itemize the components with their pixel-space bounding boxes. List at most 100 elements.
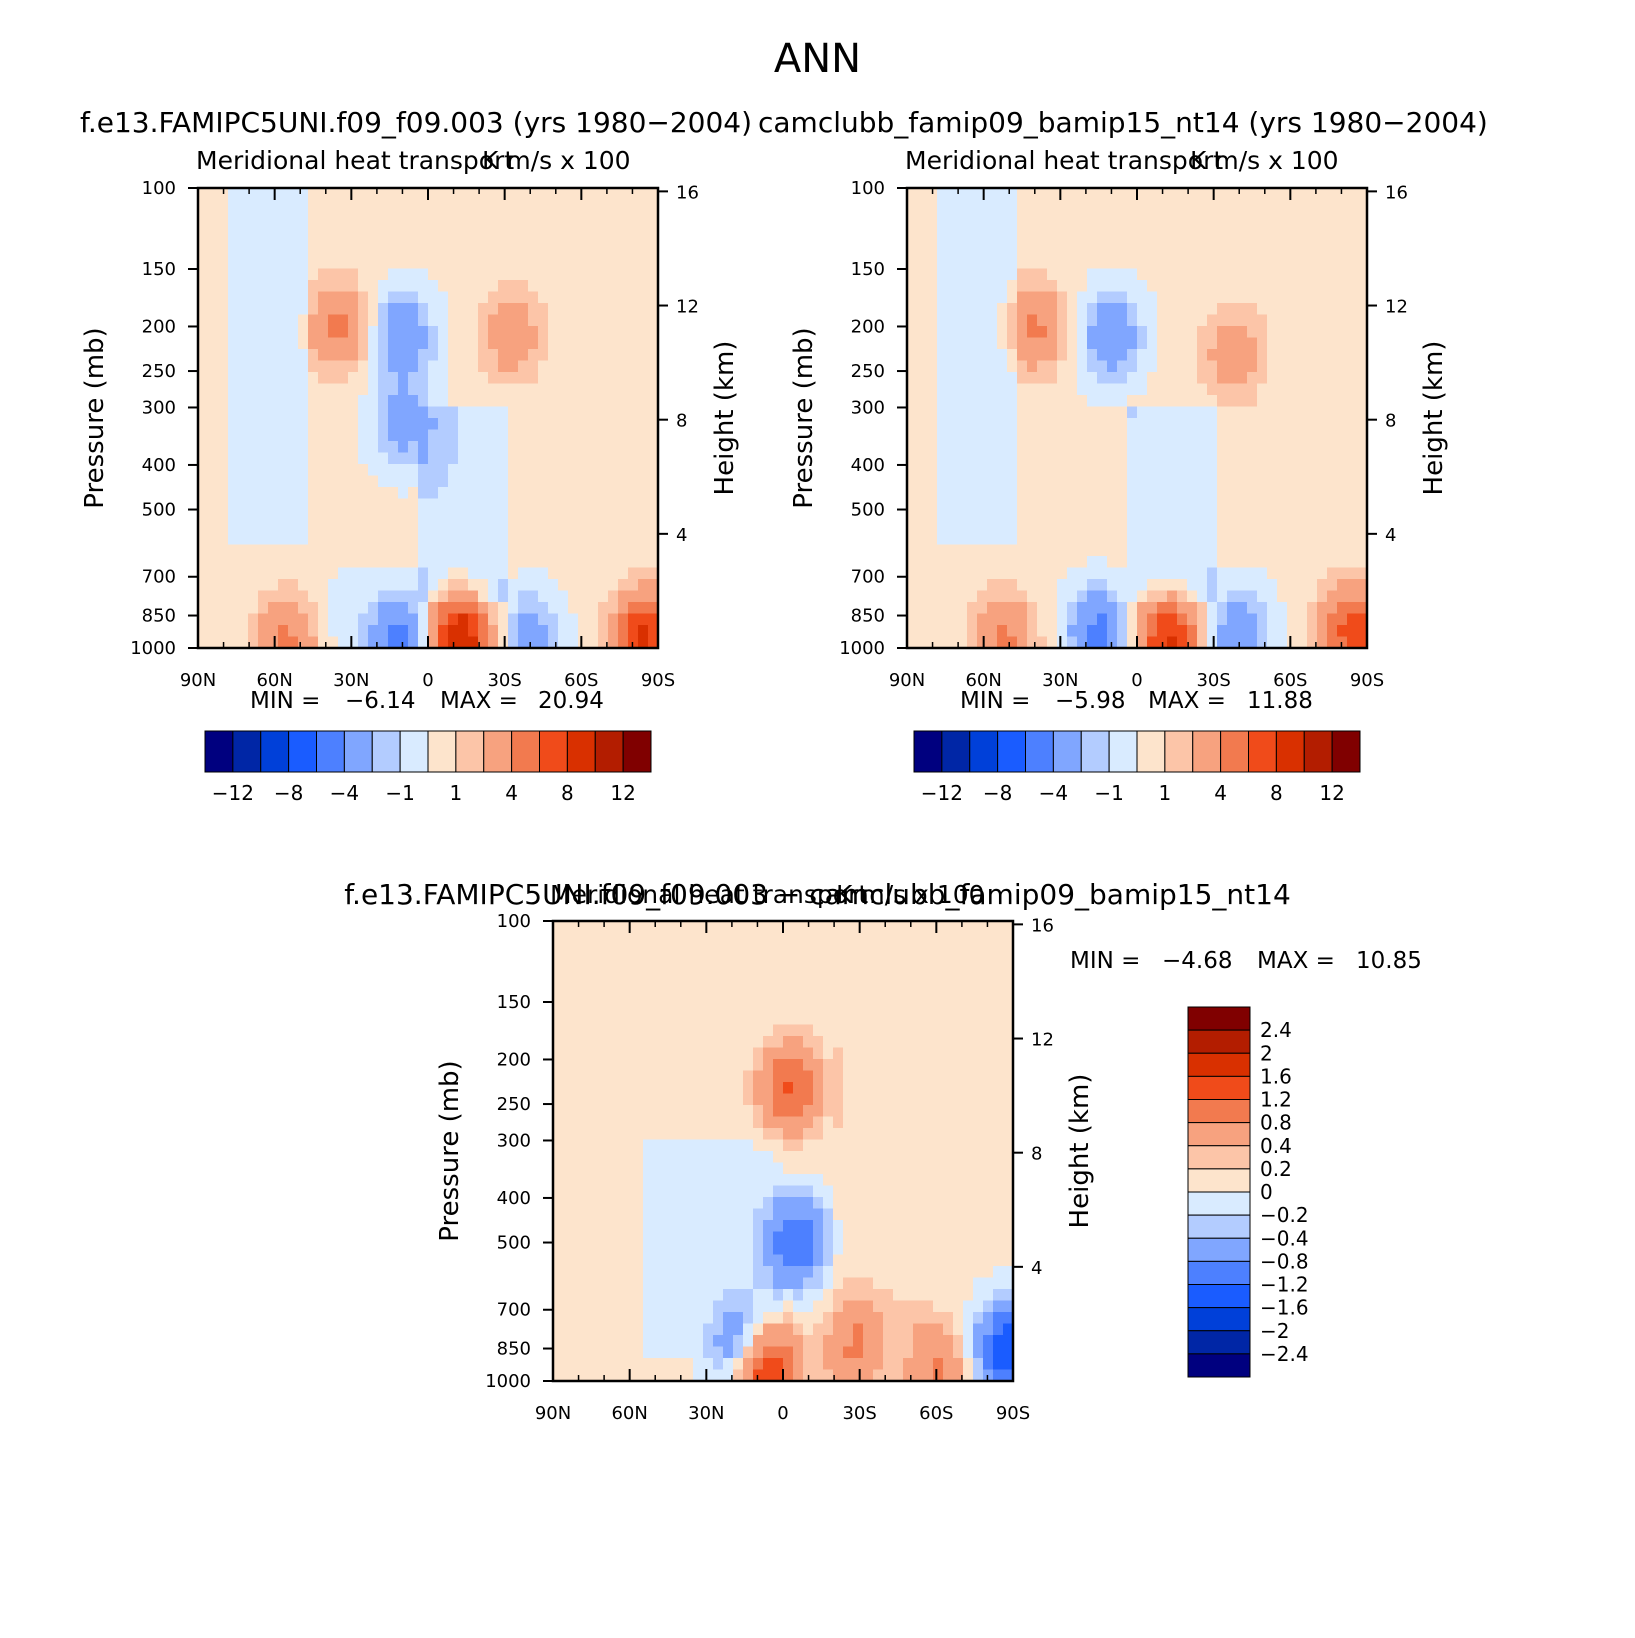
heatmap-cell xyxy=(753,1346,764,1359)
heatmap-cell xyxy=(1307,590,1318,603)
heatmap-cell xyxy=(258,222,269,235)
heatmap-cell xyxy=(833,1070,844,1083)
heatmap-cell xyxy=(1347,429,1358,442)
heatmap-cell xyxy=(1317,211,1328,224)
heatmap-cell xyxy=(573,944,584,957)
heatmap-cell xyxy=(1017,406,1028,419)
heatmap-cell xyxy=(248,533,259,546)
heatmap-cell xyxy=(1227,372,1238,385)
heatmap-cell xyxy=(1217,337,1228,350)
heatmap-cell xyxy=(328,314,339,327)
heatmap-cell xyxy=(1047,441,1058,454)
heatmap-cell xyxy=(1297,280,1308,293)
y-right-tick-label: 4 xyxy=(676,525,687,546)
heatmap-cell xyxy=(1297,360,1308,373)
heatmap-cell xyxy=(618,280,629,293)
heatmap-cell xyxy=(408,613,419,626)
heatmap-cell xyxy=(1127,291,1138,304)
heatmap-cell xyxy=(348,498,359,511)
heatmap-cell xyxy=(803,955,814,968)
heatmap-cell xyxy=(643,1059,654,1072)
heatmap-cell xyxy=(258,280,269,293)
heatmap-cell xyxy=(783,1162,794,1175)
heatmap-cell xyxy=(228,234,239,247)
heatmap-cell xyxy=(1167,337,1178,350)
heatmap-cell xyxy=(248,349,259,362)
heatmap-cell xyxy=(638,349,649,362)
heatmap-cell xyxy=(588,326,599,339)
x-tick-label: 90N xyxy=(889,670,925,691)
heatmap-cell xyxy=(278,636,289,649)
heatmap-cell xyxy=(713,1277,724,1290)
heatmap-cell xyxy=(508,303,519,316)
heatmap-cell xyxy=(248,395,259,408)
heatmap-cell xyxy=(553,1208,564,1221)
heatmap-cell xyxy=(763,1185,774,1198)
heatmap-cell xyxy=(338,257,349,270)
heatmap-cell xyxy=(623,1346,634,1359)
heatmap-cell xyxy=(1267,498,1278,511)
heatmap-cell xyxy=(528,211,539,224)
heatmap-cell xyxy=(663,1369,674,1382)
heatmap-cell xyxy=(1167,303,1178,316)
heatmap-cell xyxy=(1037,245,1048,258)
heatmap-cell xyxy=(713,1289,724,1302)
heatmap-cell xyxy=(663,1197,674,1210)
heatmap-cell xyxy=(288,602,299,615)
heatmap-cell xyxy=(947,441,958,454)
heatmap-cell xyxy=(258,625,269,638)
heatmap-cell xyxy=(927,360,938,373)
heatmap-cell xyxy=(683,1300,694,1313)
heatmap-cell xyxy=(278,464,289,477)
heatmap-cell xyxy=(563,1300,574,1313)
heatmap-cell xyxy=(1177,487,1188,500)
heatmap-cell xyxy=(803,1024,814,1037)
heatmap-cell xyxy=(997,487,1008,500)
heatmap-cell xyxy=(553,1277,564,1290)
heatmap-cell xyxy=(408,349,419,362)
heatmap-cell xyxy=(1267,556,1278,569)
heatmap-cell xyxy=(1037,395,1048,408)
heatmap-cell xyxy=(957,234,968,247)
heatmap-cell xyxy=(773,1266,784,1279)
heatmap-cell xyxy=(643,1277,654,1290)
heatmap-cell xyxy=(248,360,259,373)
heatmap-cell xyxy=(1297,487,1308,500)
heatmap-cell xyxy=(1297,464,1308,477)
heatmap-cell xyxy=(528,625,539,638)
heatmap-cell xyxy=(977,579,988,592)
heatmap-cell xyxy=(288,188,299,201)
heatmap-cell xyxy=(208,510,219,523)
heatmap-cell xyxy=(568,487,579,500)
heatmap-cell xyxy=(783,1312,794,1325)
heatmap-cell xyxy=(368,383,379,396)
heatmap-cell xyxy=(917,452,928,465)
heatmap-cell xyxy=(1187,521,1198,534)
heatmap-cell xyxy=(553,1197,564,1210)
heatmap-cell xyxy=(947,360,958,373)
heatmap-cell xyxy=(997,199,1008,212)
heatmap-cell xyxy=(1247,280,1258,293)
heatmap-cell xyxy=(198,625,209,638)
heatmap-cell xyxy=(318,487,329,500)
heatmap-cell xyxy=(1017,280,1028,293)
heatmap-cell xyxy=(278,360,289,373)
heatmap-cell xyxy=(713,1116,724,1129)
heatmap-cell xyxy=(398,521,409,534)
heatmap-cell xyxy=(518,257,529,270)
heatmap-cell xyxy=(338,613,349,626)
heatmap-cell xyxy=(248,567,259,580)
heatmap-cell xyxy=(793,1082,804,1095)
heatmap-cell xyxy=(623,1059,634,1072)
heatmap-cell xyxy=(1117,406,1128,419)
heatmap-cell xyxy=(258,544,269,557)
heatmap-cell xyxy=(947,636,958,649)
heatmap-cell xyxy=(278,452,289,465)
heatmap-cell xyxy=(1037,441,1048,454)
heatmap-cell xyxy=(608,475,619,488)
heatmap-cell xyxy=(558,429,569,442)
heatmap-cell xyxy=(588,521,599,534)
heatmap-cell xyxy=(1067,441,1078,454)
heatmap-cell xyxy=(1107,314,1118,327)
heatmap-cell xyxy=(198,314,209,327)
